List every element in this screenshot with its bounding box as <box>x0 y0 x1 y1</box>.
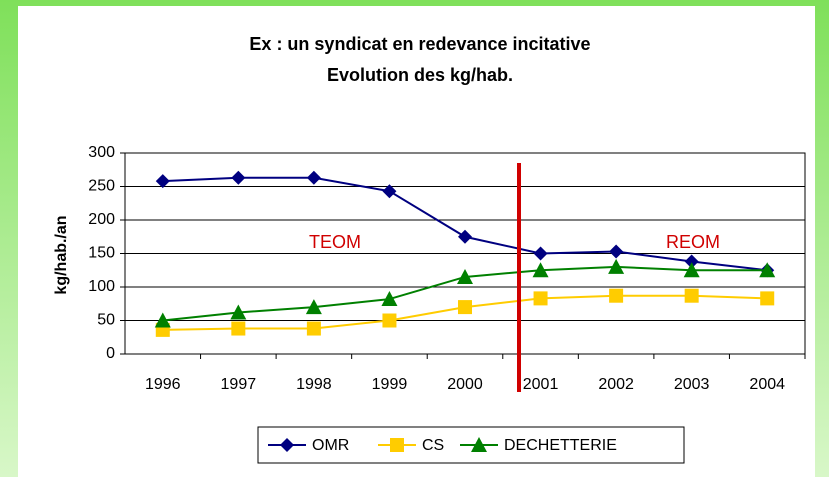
legend-marker <box>390 438 404 452</box>
legend-marker <box>471 437 487 452</box>
x-tick-label: 1998 <box>296 376 332 393</box>
x-tick-label: 1997 <box>221 376 257 393</box>
data-point <box>155 174 170 189</box>
data-point <box>305 299 322 315</box>
data-point <box>231 321 246 336</box>
data-point <box>760 291 775 306</box>
y-tick-label: 50 <box>97 312 115 329</box>
y-tick-label: 250 <box>88 178 115 195</box>
legend-marker <box>280 438 294 452</box>
data-point <box>154 312 171 328</box>
annotation: TEOM <box>309 232 361 252</box>
data-point <box>609 288 624 303</box>
x-tick-label: 2003 <box>674 376 710 393</box>
x-tick-label: 2004 <box>749 376 785 393</box>
legend-label: OMR <box>312 437 349 454</box>
annotation: REOM <box>666 232 720 252</box>
data-point <box>532 262 549 278</box>
data-point <box>306 321 321 336</box>
data-point <box>684 254 699 269</box>
data-point <box>382 313 397 328</box>
y-tick-label: 0 <box>106 345 115 362</box>
legend-label: DECHETTERIE <box>504 437 617 454</box>
legend-label: CS <box>422 437 444 454</box>
y-axis-label: kg/hab./an <box>53 215 70 294</box>
x-tick-label: 2001 <box>523 376 559 393</box>
data-point <box>382 184 397 199</box>
data-point <box>231 170 246 185</box>
y-tick-label: 200 <box>88 211 115 228</box>
x-tick-label: 1999 <box>372 376 408 393</box>
y-tick-label: 100 <box>88 278 115 295</box>
x-tick-label: 2002 <box>598 376 634 393</box>
data-point <box>533 246 548 261</box>
x-tick-label: 1996 <box>145 376 181 393</box>
data-point <box>457 268 473 284</box>
data-point <box>608 258 625 274</box>
data-point <box>759 262 776 278</box>
chart-title: Ex : un syndicat en redevance incitative <box>249 34 590 54</box>
data-point <box>458 229 472 244</box>
y-tick-label: 150 <box>88 245 115 262</box>
chart-subtitle: Evolution des kg/hab. <box>327 65 513 85</box>
data-point <box>381 291 398 307</box>
data-point <box>458 300 472 315</box>
x-tick-label: 2000 <box>447 376 483 393</box>
data-point <box>306 170 321 185</box>
panel <box>18 6 815 477</box>
data-point <box>683 262 700 278</box>
data-point <box>533 291 548 306</box>
y-tick-label: 300 <box>88 144 115 161</box>
plot-border <box>124 152 806 355</box>
data-point <box>609 244 624 259</box>
legend-box <box>257 426 685 464</box>
data-point <box>684 288 699 303</box>
data-point <box>230 304 247 320</box>
